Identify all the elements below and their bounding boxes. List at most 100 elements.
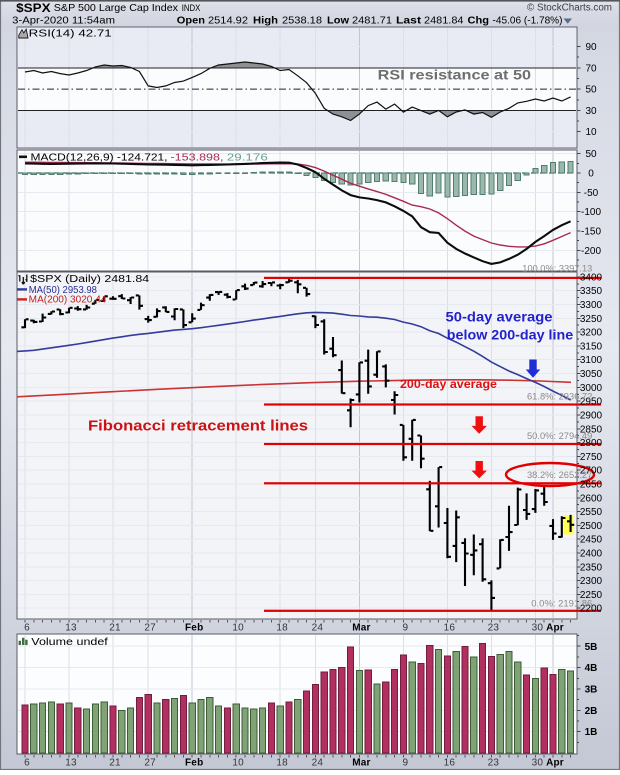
svg-text:21: 21 [109, 623, 121, 634]
svg-text:2350: 2350 [580, 562, 603, 573]
svg-text:-100: -100 [581, 207, 601, 218]
svg-text:below 200-day line: below 200-day line [447, 328, 574, 343]
svg-text:RSI(14) 42.71: RSI(14) 42.71 [29, 29, 113, 40]
svg-text:MACD(12,26,9) -124.721,: MACD(12,26,9) -124.721, [31, 153, 168, 164]
svg-text:1B: 1B [585, 727, 598, 738]
svg-text:Low: Low [327, 15, 350, 27]
svg-text:70: 70 [585, 63, 597, 74]
svg-text:3B: 3B [585, 684, 598, 695]
svg-text:$SPX: $SPX [16, 1, 50, 15]
svg-text:23: 23 [488, 758, 500, 769]
svg-text:16: 16 [444, 623, 456, 634]
svg-text:10: 10 [585, 127, 597, 138]
svg-text:2550: 2550 [580, 507, 603, 518]
svg-text:50.0%: 2794.49: 50.0%: 2794.49 [527, 431, 592, 442]
svg-text:2750: 2750 [580, 452, 603, 463]
svg-text:-50: -50 [584, 188, 599, 199]
svg-text:18: 18 [276, 623, 288, 634]
svg-text:Apr: Apr [546, 758, 564, 769]
svg-text:Fibonacci retracement lines: Fibonacci retracement lines [88, 418, 308, 435]
svg-text:-200: -200 [581, 246, 601, 257]
svg-text:$SPX (Daily) 2481.84: $SPX (Daily) 2481.84 [30, 274, 150, 285]
svg-text:50-day average: 50-day average [446, 310, 554, 325]
svg-text:2650: 2650 [580, 479, 603, 490]
svg-text:2500: 2500 [580, 521, 603, 532]
svg-text:200-day average: 200-day average [400, 377, 497, 391]
svg-text:Volume undef: Volume undef [31, 637, 108, 648]
svg-text:-45.06 (-1.78%): -45.06 (-1.78%) [493, 15, 563, 27]
svg-text:27: 27 [144, 758, 156, 769]
svg-text:23: 23 [488, 623, 500, 634]
svg-text:3150: 3150 [580, 341, 603, 352]
svg-text:29.176: 29.176 [227, 153, 269, 164]
svg-text:18: 18 [276, 758, 288, 769]
svg-text:2200: 2200 [580, 604, 603, 615]
svg-text:3000: 3000 [580, 383, 603, 394]
svg-text:6: 6 [24, 758, 30, 769]
svg-text:2400: 2400 [580, 549, 603, 560]
svg-text:2250: 2250 [580, 590, 603, 601]
svg-text:90: 90 [585, 42, 597, 53]
svg-text:3100: 3100 [580, 355, 603, 366]
svg-text:2300: 2300 [580, 576, 603, 587]
svg-text:30: 30 [585, 106, 597, 117]
svg-text:3400: 3400 [580, 272, 603, 283]
svg-text:MA(50) 2953.98: MA(50) 2953.98 [29, 285, 98, 296]
svg-text:2481.71: 2481.71 [352, 15, 392, 27]
svg-text:3-Apr-2020 11:54am: 3-Apr-2020 11:54am [12, 15, 115, 27]
svg-text:2700: 2700 [580, 466, 603, 477]
svg-text:2514.92: 2514.92 [208, 15, 248, 27]
svg-text:30: 30 [532, 758, 544, 769]
svg-text:5B: 5B [585, 642, 598, 653]
svg-text:Open: Open [177, 15, 205, 27]
svg-text:24: 24 [312, 758, 324, 769]
svg-text:50: 50 [585, 149, 597, 160]
svg-text:13: 13 [65, 623, 77, 634]
svg-text:Feb: Feb [185, 623, 203, 634]
svg-text:Mar: Mar [352, 758, 370, 769]
svg-text:2481.84: 2481.84 [424, 15, 464, 27]
svg-text:-153.898,: -153.898, [171, 153, 224, 164]
svg-text:24: 24 [312, 623, 324, 634]
svg-text:21: 21 [109, 758, 121, 769]
svg-text:MA(200) 3020.44: MA(200) 3020.44 [29, 294, 107, 305]
svg-text:RSI resistance at 50: RSI resistance at 50 [378, 67, 532, 83]
svg-text:4B: 4B [585, 663, 598, 674]
svg-text:16: 16 [444, 758, 456, 769]
svg-text:2800: 2800 [580, 438, 603, 449]
svg-text:50: 50 [585, 85, 597, 96]
svg-text:0: 0 [588, 169, 594, 180]
svg-text:0.0%: 2191.86: 0.0%: 2191.86 [531, 599, 592, 610]
svg-text:2B: 2B [585, 706, 598, 717]
svg-text:27: 27 [144, 623, 156, 634]
svg-text:2538.18: 2538.18 [282, 15, 322, 27]
svg-text:2900: 2900 [580, 410, 603, 421]
svg-text:3350: 3350 [580, 286, 603, 297]
svg-text:3200: 3200 [580, 328, 603, 339]
svg-text:3250: 3250 [580, 314, 603, 325]
svg-text:10: 10 [232, 623, 244, 634]
svg-text:Mar: Mar [352, 623, 370, 634]
svg-text:3050: 3050 [580, 369, 603, 380]
svg-text:9: 9 [403, 623, 409, 634]
svg-text:2600: 2600 [580, 493, 603, 504]
svg-text:S&P 500 Large Cap Index: S&P 500 Large Cap Index [54, 2, 179, 14]
svg-text:High: High [253, 15, 278, 27]
svg-text:100.0%: 3397.13: 100.0%: 3397.13 [522, 264, 592, 275]
svg-text:© StockCharts.com: © StockCharts.com [527, 3, 612, 14]
svg-text:30: 30 [532, 623, 544, 634]
svg-text:Chg: Chg [468, 15, 490, 27]
svg-text:-150: -150 [581, 227, 601, 238]
svg-text:38.2%: 2652.27: 38.2%: 2652.27 [527, 470, 592, 481]
svg-text:Feb: Feb [185, 758, 203, 769]
svg-text:INDX: INDX [182, 3, 201, 13]
svg-text:Apr: Apr [546, 623, 564, 634]
svg-text:6: 6 [24, 623, 30, 634]
svg-text:2450: 2450 [580, 535, 603, 546]
svg-text:2950: 2950 [580, 397, 603, 408]
svg-text:2850: 2850 [580, 424, 603, 435]
svg-text:Last: Last [396, 15, 422, 27]
svg-text:13: 13 [65, 758, 77, 769]
svg-text:9: 9 [403, 758, 409, 769]
svg-text:10: 10 [232, 758, 244, 769]
